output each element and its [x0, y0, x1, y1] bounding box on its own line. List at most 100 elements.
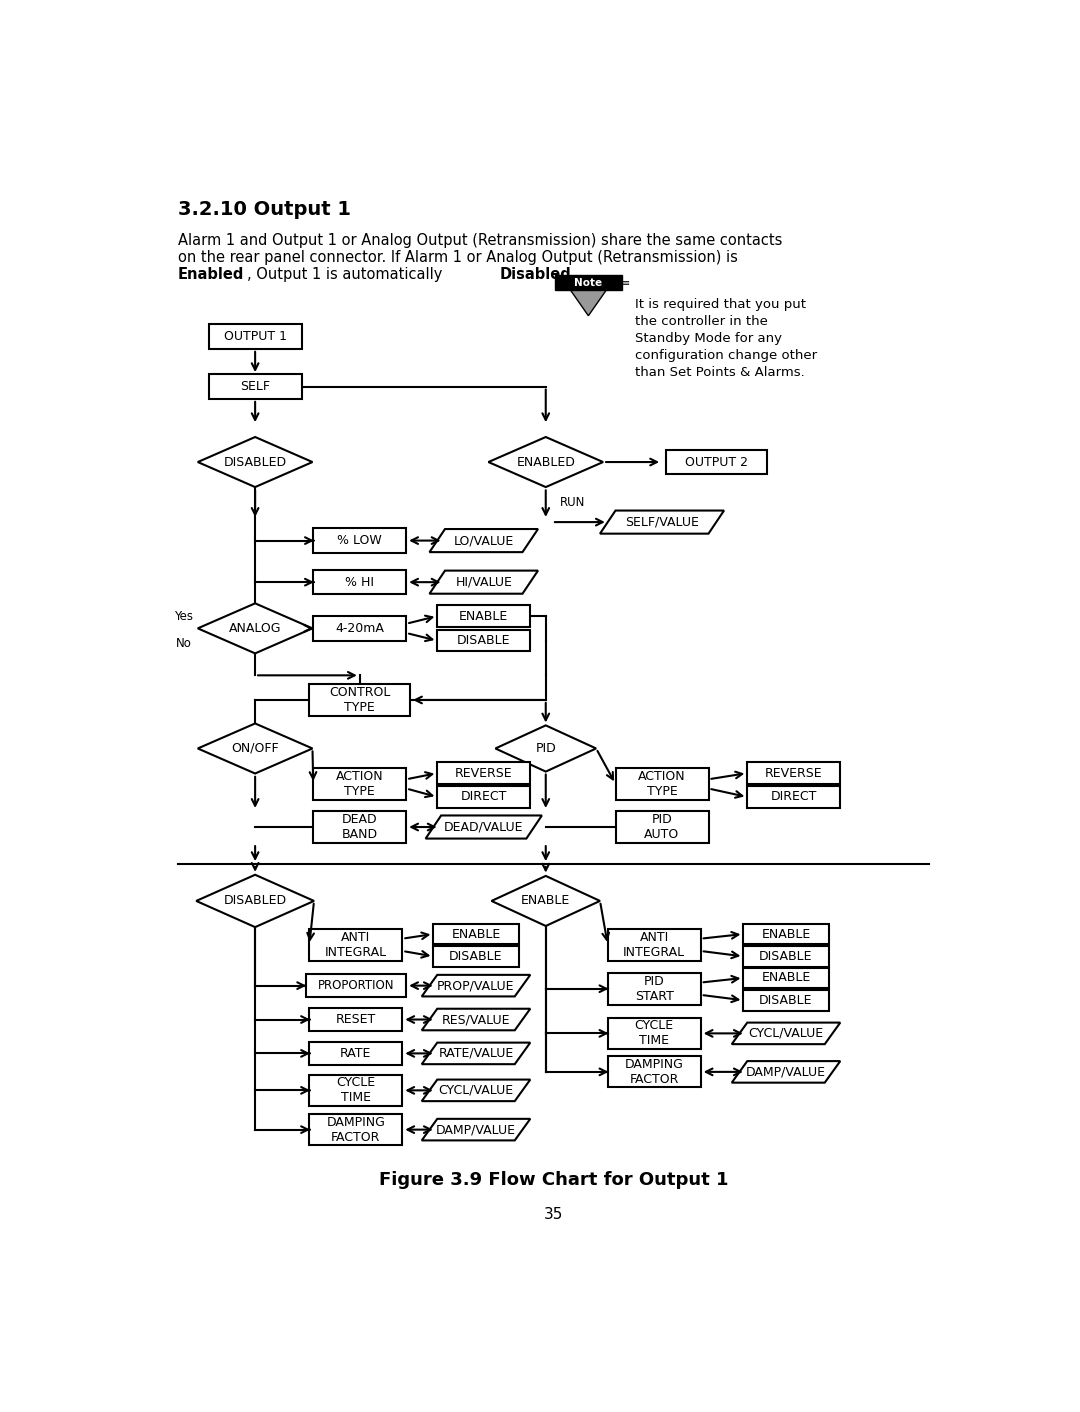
Text: % HI: % HI: [346, 576, 375, 589]
Polygon shape: [422, 1008, 530, 1031]
Text: Figure 3.9 Flow Chart for Output 1: Figure 3.9 Flow Chart for Output 1: [379, 1171, 728, 1189]
Text: REVERSE: REVERSE: [455, 767, 513, 779]
Polygon shape: [430, 570, 538, 593]
Bar: [313, 768, 406, 801]
Polygon shape: [569, 288, 608, 316]
Text: Yes: Yes: [174, 610, 193, 623]
Polygon shape: [488, 438, 603, 487]
Bar: [743, 923, 828, 945]
Polygon shape: [491, 875, 600, 926]
Text: % LOW: % LOW: [337, 534, 382, 546]
Text: DAMPING
FACTOR: DAMPING FACTOR: [326, 1115, 386, 1144]
Text: ENABLE: ENABLE: [522, 894, 570, 908]
Text: SELF: SELF: [240, 380, 270, 393]
Bar: [608, 1018, 701, 1049]
Text: RATE/VALUE: RATE/VALUE: [438, 1046, 514, 1060]
Text: ANTI
INTEGRAL: ANTI INTEGRAL: [325, 931, 387, 959]
Text: PID: PID: [536, 741, 556, 755]
Text: DISABLED: DISABLED: [224, 894, 286, 908]
Bar: [208, 325, 301, 349]
Text: ENABLE: ENABLE: [459, 610, 509, 623]
Text: , Output 1 is automatically: , Output 1 is automatically: [247, 267, 447, 281]
Polygon shape: [430, 530, 538, 552]
Bar: [437, 786, 530, 808]
Text: Disabled: Disabled: [499, 267, 571, 281]
Text: PROPORTION: PROPORTION: [318, 979, 394, 993]
Bar: [666, 449, 767, 474]
Text: Note: Note: [575, 278, 603, 288]
Text: DEAD/VALUE: DEAD/VALUE: [444, 820, 524, 833]
Text: DISABLE: DISABLE: [759, 950, 813, 963]
Bar: [313, 810, 406, 843]
Bar: [608, 929, 701, 962]
Text: DAMPING
FACTOR: DAMPING FACTOR: [625, 1058, 684, 1086]
Polygon shape: [732, 1060, 840, 1083]
Text: ENABLE: ENABLE: [451, 928, 501, 940]
Text: PID
AUTO: PID AUTO: [645, 813, 679, 842]
Text: OUTPUT 1: OUTPUT 1: [224, 330, 286, 343]
Bar: [433, 946, 518, 967]
Text: RUN: RUN: [559, 496, 585, 508]
Text: .: .: [567, 267, 572, 281]
Bar: [616, 810, 708, 843]
Text: DAMP/VALUE: DAMP/VALUE: [746, 1066, 826, 1079]
Text: It is required that you put
the controller in the
Standby Mode for any
configura: It is required that you put the controll…: [635, 298, 816, 378]
Bar: [433, 923, 518, 945]
Bar: [437, 762, 530, 784]
Text: Enabled: Enabled: [177, 267, 244, 281]
Bar: [743, 967, 828, 988]
Bar: [309, 929, 403, 962]
Polygon shape: [422, 1118, 530, 1141]
Text: CYCLE
TIME: CYCLE TIME: [635, 1019, 674, 1048]
Text: ON/OFF: ON/OFF: [231, 741, 279, 755]
Text: ANTI
INTEGRAL: ANTI INTEGRAL: [623, 931, 686, 959]
Text: LO/VALUE: LO/VALUE: [454, 534, 514, 546]
Polygon shape: [198, 723, 312, 774]
Text: ACTION
TYPE: ACTION TYPE: [638, 770, 686, 798]
Text: HI/VALUE: HI/VALUE: [456, 576, 512, 589]
Text: No: No: [176, 637, 192, 651]
Bar: [309, 1075, 403, 1106]
Text: DISABLE: DISABLE: [759, 994, 813, 1007]
Text: PID
START: PID START: [635, 974, 674, 1003]
Polygon shape: [732, 1022, 840, 1043]
Text: DISABLED: DISABLED: [224, 456, 286, 469]
Polygon shape: [198, 603, 312, 654]
Text: DIRECT: DIRECT: [460, 791, 507, 803]
Polygon shape: [422, 1042, 530, 1065]
Text: CYCLE
TIME: CYCLE TIME: [336, 1076, 376, 1104]
Bar: [437, 606, 530, 627]
Bar: [309, 1008, 403, 1031]
Bar: [309, 1042, 403, 1065]
Text: CYCL/VALUE: CYCL/VALUE: [438, 1084, 514, 1097]
Polygon shape: [496, 726, 596, 771]
Text: ENABLE: ENABLE: [761, 928, 811, 940]
Bar: [313, 570, 406, 594]
Text: ENABLED: ENABLED: [516, 456, 576, 469]
Text: RESET: RESET: [336, 1012, 376, 1027]
Polygon shape: [422, 1080, 530, 1101]
Bar: [747, 762, 840, 784]
Polygon shape: [197, 875, 314, 928]
Polygon shape: [600, 511, 724, 534]
Bar: [437, 630, 530, 651]
Polygon shape: [426, 816, 542, 839]
Bar: [313, 616, 406, 641]
Text: RES/VALUE: RES/VALUE: [442, 1012, 510, 1027]
Bar: [743, 946, 828, 967]
Text: DISABLE: DISABLE: [449, 950, 503, 963]
Bar: [743, 990, 828, 1011]
Text: 35: 35: [544, 1207, 563, 1221]
Text: CONTROL
TYPE: CONTROL TYPE: [329, 686, 391, 714]
Text: CYCL/VALUE: CYCL/VALUE: [748, 1027, 824, 1039]
Polygon shape: [422, 974, 530, 997]
Text: ENABLE: ENABLE: [761, 971, 811, 984]
Bar: [306, 974, 406, 997]
Text: DEAD
BAND: DEAD BAND: [341, 813, 378, 842]
Bar: [608, 973, 701, 1005]
Bar: [608, 1056, 701, 1087]
Text: ACTION
TYPE: ACTION TYPE: [336, 770, 383, 798]
Text: 4-20mA: 4-20mA: [335, 621, 384, 635]
Text: DISABLE: DISABLE: [457, 634, 511, 647]
Text: REVERSE: REVERSE: [765, 767, 823, 779]
